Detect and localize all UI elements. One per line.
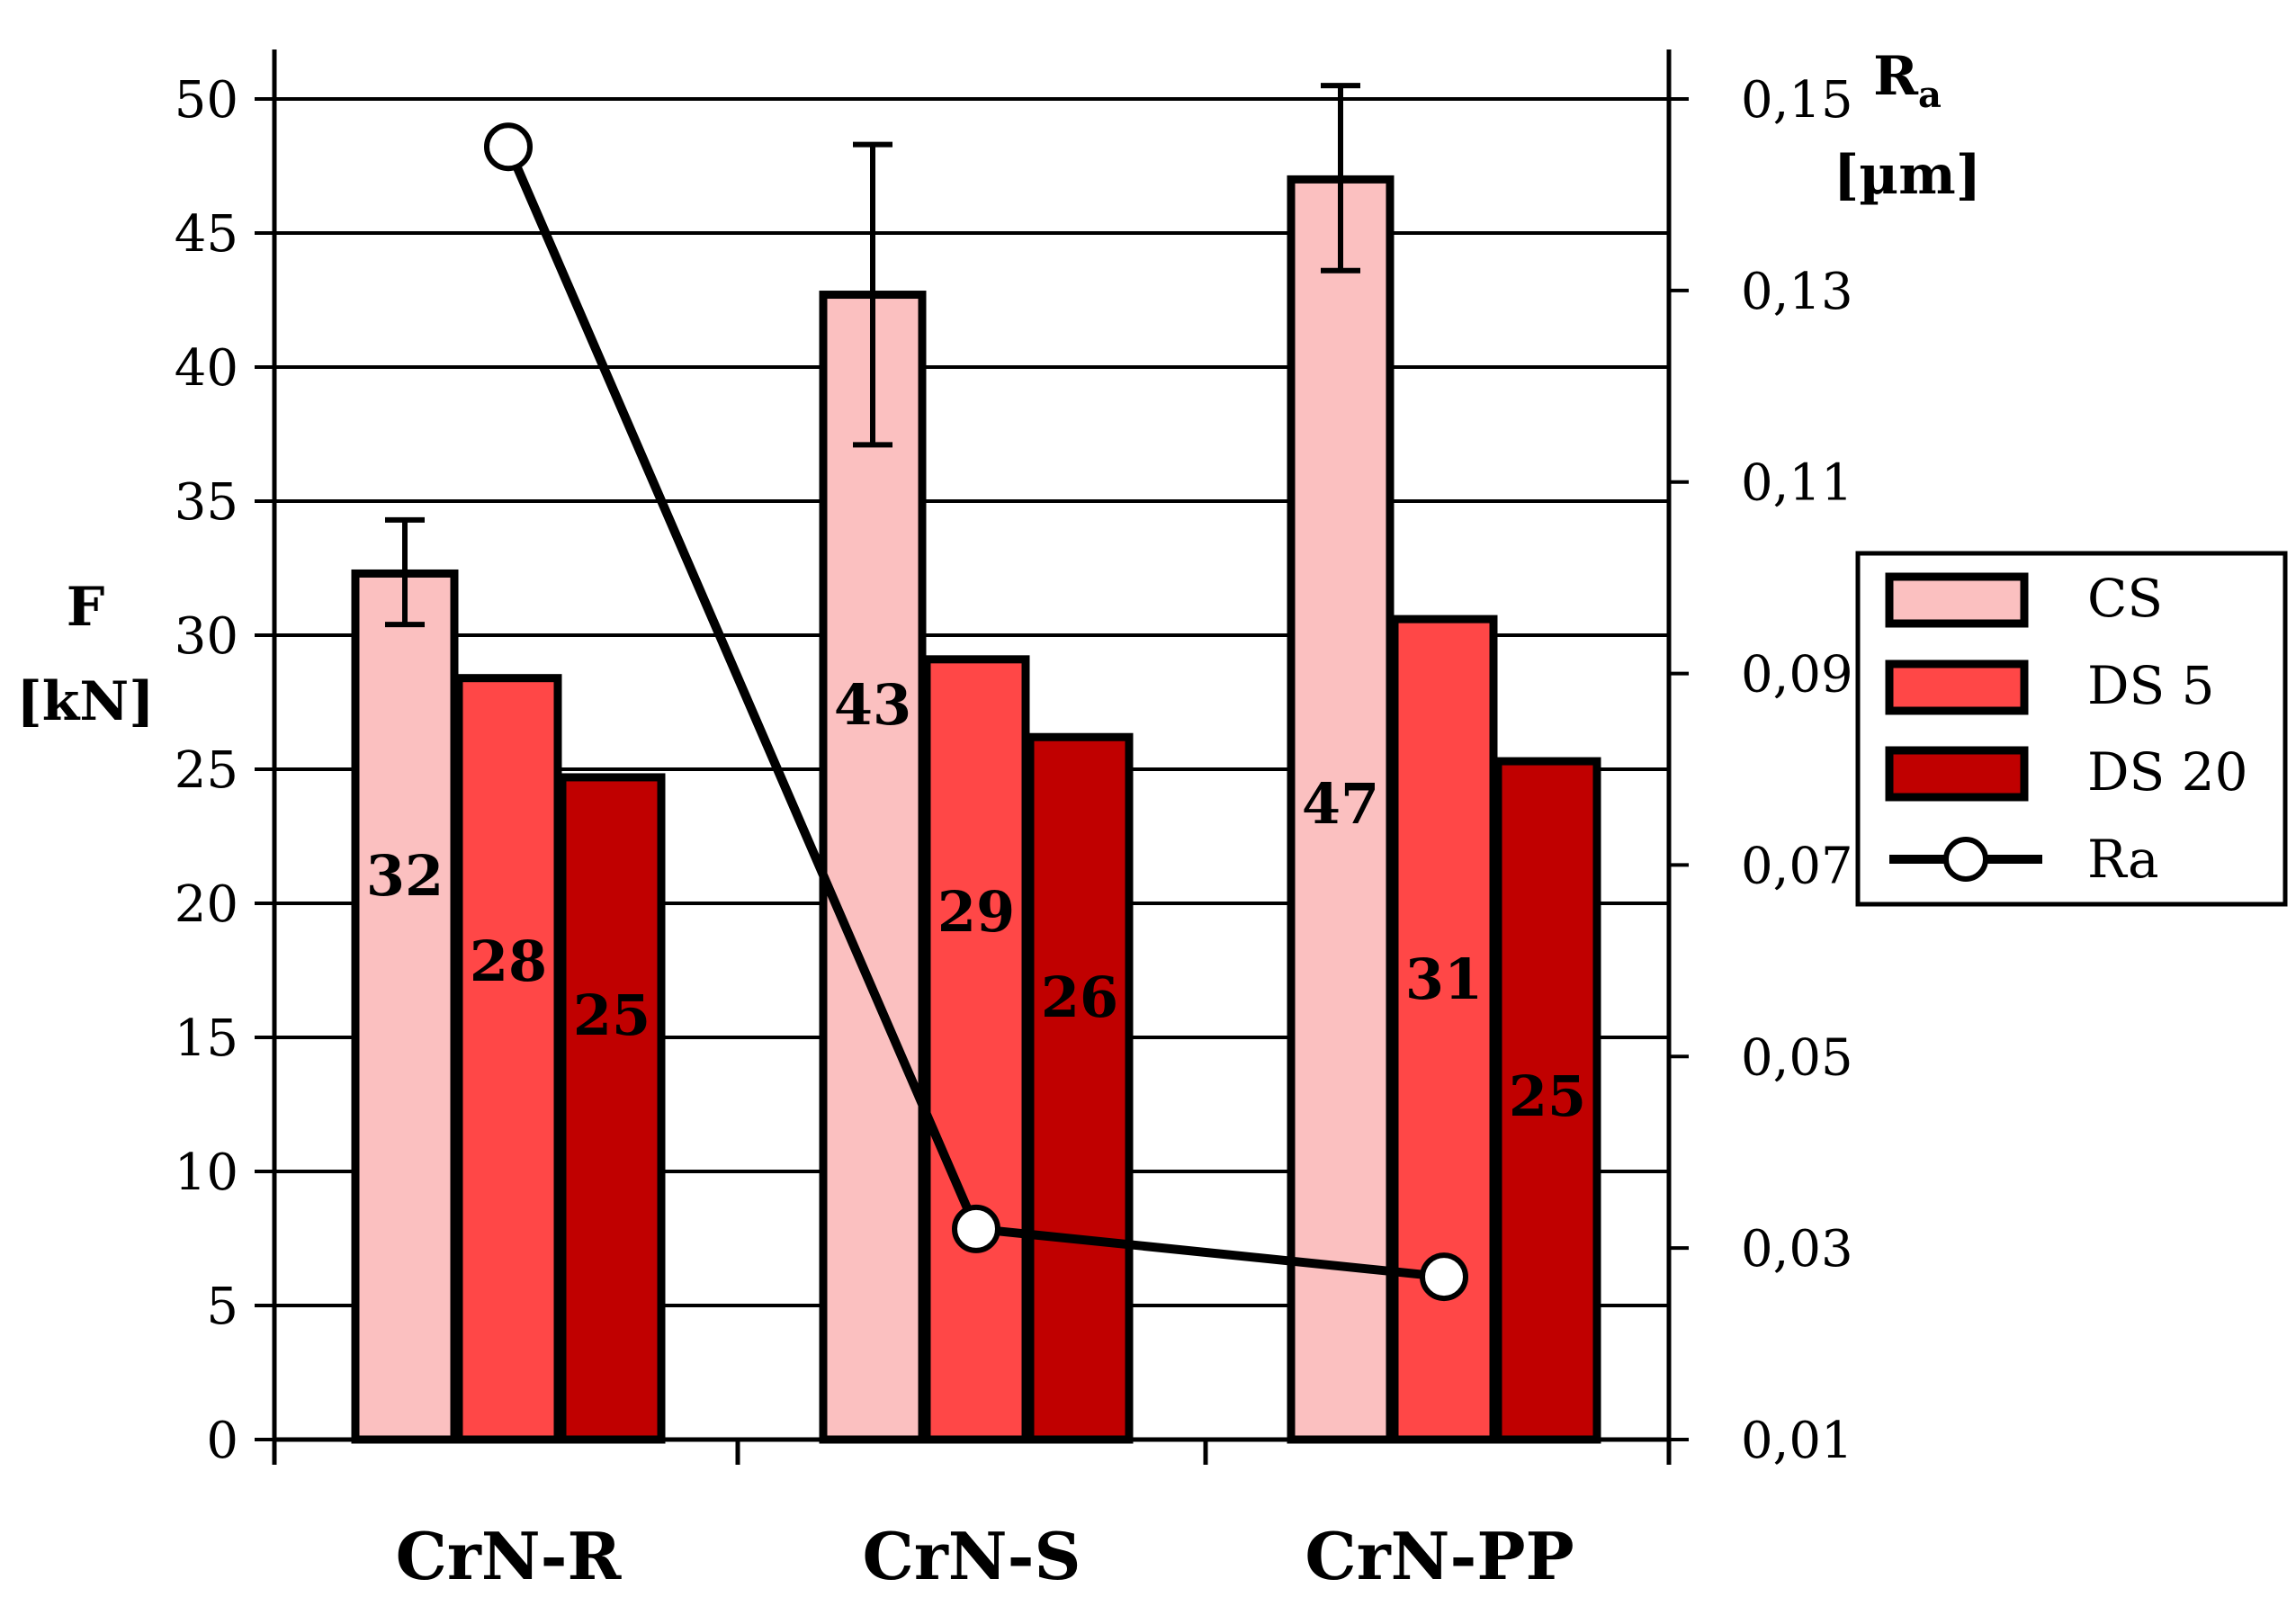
y-right-tick-label-0: 0,01 [1741, 1412, 1853, 1470]
data-label-ds20-crn-r: 25 [573, 982, 650, 1048]
bar-ds20-crn-pp [1493, 757, 1601, 1444]
bar-cs-crn-r [351, 569, 459, 1444]
ra-point-crn-r [484, 122, 533, 172]
legend-label-ds5: DS 5 [2087, 655, 2215, 716]
y-left-tick-label-2: 10 [175, 1144, 238, 1202]
category-label-crn-s: CrN-S [863, 1518, 1081, 1594]
legend-swatch-ds20 [1885, 746, 2029, 802]
y-left-tick-label-5: 25 [175, 741, 238, 800]
y-right-title-line1: Ra [1873, 45, 1942, 116]
legend-label-ds20: DS 20 [2087, 741, 2247, 803]
legend-swatch-cs [1885, 572, 2029, 628]
data-label-ds5-crn-pp: 31 [1405, 947, 1483, 1012]
y-left-tick-label-3: 15 [175, 1009, 238, 1068]
y-right-tick-label-5: 0,11 [1741, 454, 1853, 513]
data-label-cs-crn-r: 32 [366, 843, 444, 909]
y-left-title-line2: [kN] [16, 670, 154, 733]
y-right-tick-label-7: 0,15 [1741, 71, 1853, 130]
y-right-title-subscript: a [1918, 74, 1942, 116]
y-left-tick-label-9: 45 [175, 205, 238, 264]
y-left-title-line1: F [67, 576, 105, 639]
y-right-tick-label-4: 0,09 [1741, 646, 1853, 704]
ra-point-crn-pp [1420, 1252, 1468, 1302]
category-label-crn-r: CrN-R [396, 1518, 623, 1594]
y-left-tick-label-0: 0 [206, 1412, 238, 1470]
data-label-cs-crn-s: 43 [834, 672, 911, 738]
bar-ds20-crn-r [558, 773, 666, 1444]
y-right-tick-label-3: 0,07 [1741, 837, 1853, 895]
bar-ds5-crn-s [922, 655, 1030, 1444]
data-label-ds20-crn-pp: 25 [1509, 1063, 1586, 1129]
y-right-title-symbol: R [1873, 45, 1919, 108]
data-label-cs-crn-pp: 47 [1302, 771, 1379, 837]
y-left-tick-label-7: 35 [175, 473, 238, 532]
y-left-tick-label-8: 40 [175, 339, 238, 398]
y-left-tick-label-4: 20 [175, 875, 238, 934]
y-left-tick-label-6: 30 [175, 607, 238, 666]
y-right-tick-label-1: 0,03 [1741, 1220, 1853, 1279]
bar-cs-crn-s [819, 291, 927, 1444]
bar-ds5-crn-pp [1390, 615, 1498, 1444]
data-label-ds5-crn-s: 29 [937, 879, 1015, 945]
bar-ds20-crn-s [1026, 732, 1134, 1444]
legend-label-ra: Ra [2087, 829, 2159, 890]
data-label-ds5-crn-r: 28 [470, 929, 547, 994]
legend-label-cs: CS [2087, 568, 2163, 629]
y-left-tick-label-1: 5 [206, 1278, 238, 1336]
y-left-tick-label-10: 50 [175, 71, 238, 130]
legend-swatch-ds5 [1885, 659, 2029, 715]
bar-ds5-crn-r [454, 674, 562, 1444]
y-right-title-line2: [µm] [1834, 144, 1981, 207]
data-label-ds20-crn-s: 26 [1041, 964, 1118, 1030]
ra-point-crn-s [952, 1204, 1000, 1253]
category-label-crn-pp: CrN-PP [1305, 1518, 1574, 1594]
y-right-tick-label-6: 0,13 [1741, 263, 1853, 321]
legend-swatch-ra-marker [1943, 837, 1988, 882]
y-right-tick-label-2: 0,05 [1741, 1028, 1853, 1087]
